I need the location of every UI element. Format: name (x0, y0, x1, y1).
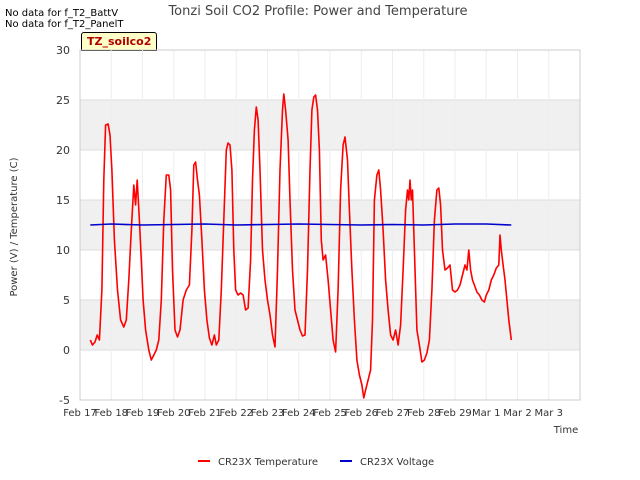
x-tick-label: Feb 29 (438, 408, 472, 419)
x-tick-label: Feb 23 (251, 408, 285, 419)
x-axis-label: Time (553, 425, 578, 436)
series-line-temperature (89, 93, 513, 399)
series-line-voltage (90, 223, 512, 226)
y-tick-label: -5 (59, 394, 70, 407)
legend-label: CR23X Temperature (218, 457, 318, 468)
x-tick-label: Feb 21 (188, 408, 222, 419)
no-data-note-panelt: No data for f_T2_PanelT (5, 19, 124, 30)
y-tick-label: 10 (56, 244, 70, 257)
plot-frame (79, 49, 581, 401)
x-tick-label: Feb 26 (344, 408, 378, 419)
x-tick-label: Feb 25 (313, 408, 347, 419)
y-tick-label: 20 (56, 144, 70, 157)
x-tick-label: Feb 18 (94, 408, 128, 419)
x-tick-label: Feb 20 (157, 408, 191, 419)
y-tick-label: 0 (63, 344, 70, 357)
x-tick-label: Feb 19 (126, 408, 160, 419)
x-tick-label: Mar 3 (535, 408, 563, 419)
x-tick-label: Feb 28 (407, 408, 441, 419)
x-tick-label: Feb 17 (63, 408, 97, 419)
x-tick-label: Mar 1 (472, 408, 500, 419)
x-tick-label: Feb 24 (282, 408, 316, 419)
x-tick-label: Feb 27 (376, 408, 410, 419)
y-tick-label: 5 (63, 294, 70, 307)
y-tick-label: 30 (56, 44, 70, 57)
x-tick-label: Mar 2 (503, 408, 531, 419)
legend-label: CR23X Voltage (360, 457, 434, 468)
y-tick-label: 15 (56, 194, 70, 207)
y-axis-label: Power (V) / Temperature (C) (9, 157, 20, 296)
y-tick-label: 25 (56, 94, 70, 107)
x-tick-label: Feb 22 (219, 408, 253, 419)
chart-title: Tonzi Soil CO2 Profile: Power and Temper… (167, 4, 467, 19)
no-data-note-battv: No data for f_T2_BattV (5, 8, 119, 19)
